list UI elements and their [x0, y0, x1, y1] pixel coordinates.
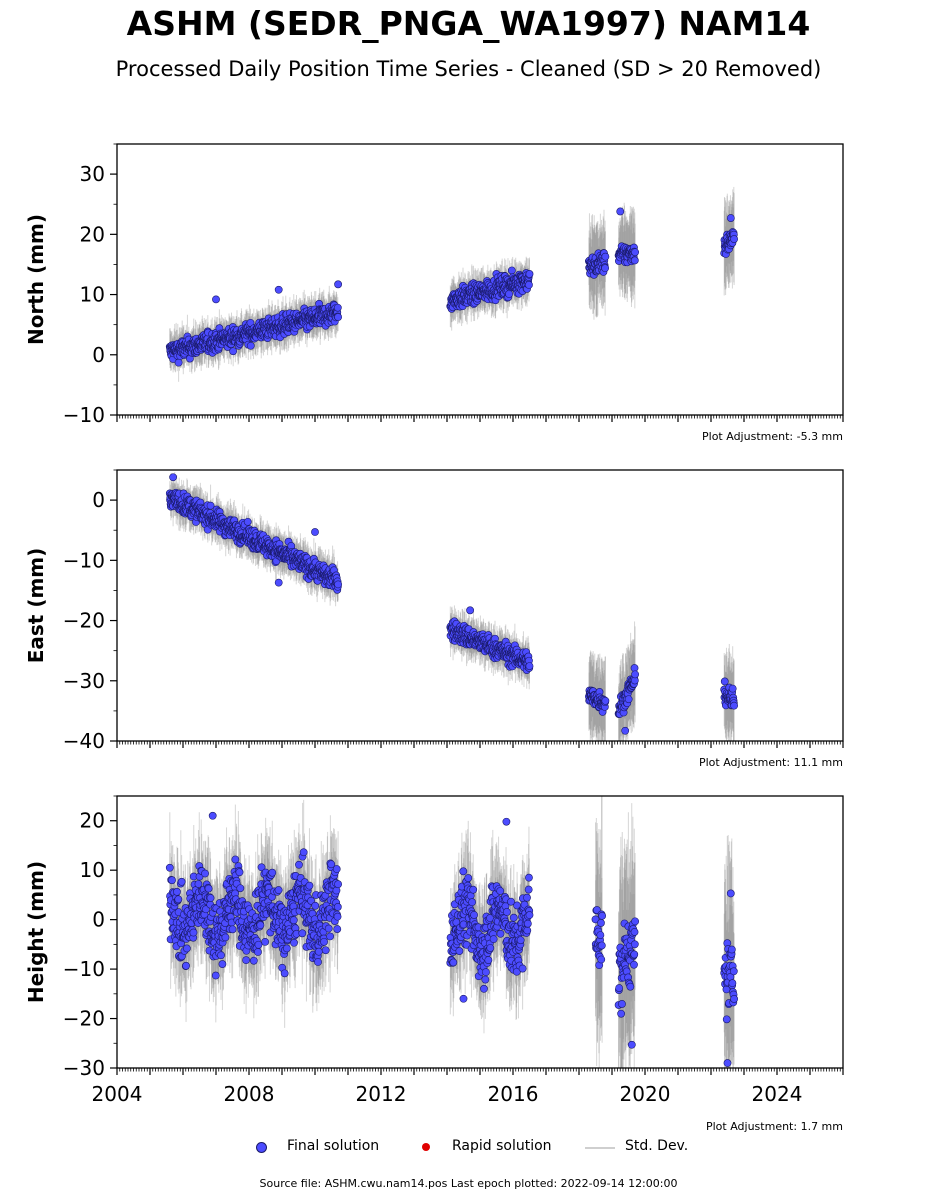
y-tick-label: −20 [63, 609, 105, 633]
data-point [630, 256, 639, 265]
data-point [624, 695, 633, 704]
plot-area-east [165, 472, 738, 741]
data-point [730, 235, 738, 243]
y-tick-label: −40 [63, 729, 105, 753]
y-tick-label: 0 [92, 488, 105, 512]
outlier-point [311, 528, 319, 536]
plot-area-height [165, 796, 738, 1068]
x-axis [116, 741, 844, 748]
y-tick-label: −10 [63, 403, 105, 427]
data-point [601, 264, 610, 273]
data-point [333, 303, 342, 312]
std-dev-bars [169, 472, 735, 741]
outlier-point [621, 726, 630, 735]
data-point [730, 701, 738, 710]
y-axis-label: North (mm) [24, 214, 48, 345]
data-point [246, 341, 255, 350]
y-tick-label: −30 [63, 669, 105, 693]
data-point [243, 517, 252, 526]
y-tick-label: 30 [80, 162, 105, 186]
data-point [206, 501, 215, 510]
outlier-point [726, 214, 735, 222]
outlier-point [274, 578, 283, 587]
y-tick-label: −10 [63, 548, 105, 572]
data-point [334, 313, 342, 321]
outlier-point [274, 285, 283, 294]
data-point [601, 696, 610, 705]
data-point [525, 280, 533, 289]
std-dev-bars [169, 186, 735, 382]
y-tick-label: 20 [80, 222, 105, 246]
y-tick-label: 0 [92, 343, 105, 367]
panel-north: −10 0 10 20 30 North (mm) Plot Adjustment: -5.… [24, 143, 844, 443]
data-point [229, 347, 238, 356]
y-axis: −40 −30 −20 −10 0 [63, 469, 117, 753]
outlier-point [169, 473, 177, 482]
y-tick-label: 10 [80, 283, 105, 307]
page-title: ASHM (SEDR_PNGA_WA1997) NAM14 [126, 4, 811, 43]
data-point [174, 358, 183, 367]
final-solution-points [165, 473, 738, 735]
final-solution-points [165, 207, 738, 367]
outlier-point [466, 606, 474, 615]
x-axis [116, 415, 844, 422]
data-point [631, 670, 639, 679]
data-point [505, 290, 513, 298]
data-point [728, 684, 737, 693]
outlier-point [212, 295, 220, 304]
data-point [525, 662, 534, 670]
plot-adjustment-note: Plot Adjustment: -5.3 mm [702, 430, 843, 443]
outlier-point [616, 207, 625, 216]
page-subtitle: Processed Daily Position Time Series - C… [115, 57, 822, 81]
panel-east: −40 −30 −20 −10 0 East (mm) Plot Adjustment: 1… [24, 469, 844, 769]
plot-area-north [165, 186, 738, 382]
y-axis-label: East (mm) [24, 548, 48, 664]
data-point [720, 677, 729, 686]
data-point [601, 252, 610, 261]
data-point [507, 266, 516, 275]
outlier-point [334, 280, 342, 289]
data-point [334, 580, 342, 589]
y-axis: −10 0 10 20 30 [63, 143, 117, 427]
plot-adjustment-note: Plot Adjustment: 11.1 mm [699, 756, 843, 769]
data-point [525, 270, 534, 278]
panel-height: 2004 2008 2012 2016 2020 2024−30−20−1001020He… [24, 795, 844, 1133]
data-point [631, 248, 639, 257]
